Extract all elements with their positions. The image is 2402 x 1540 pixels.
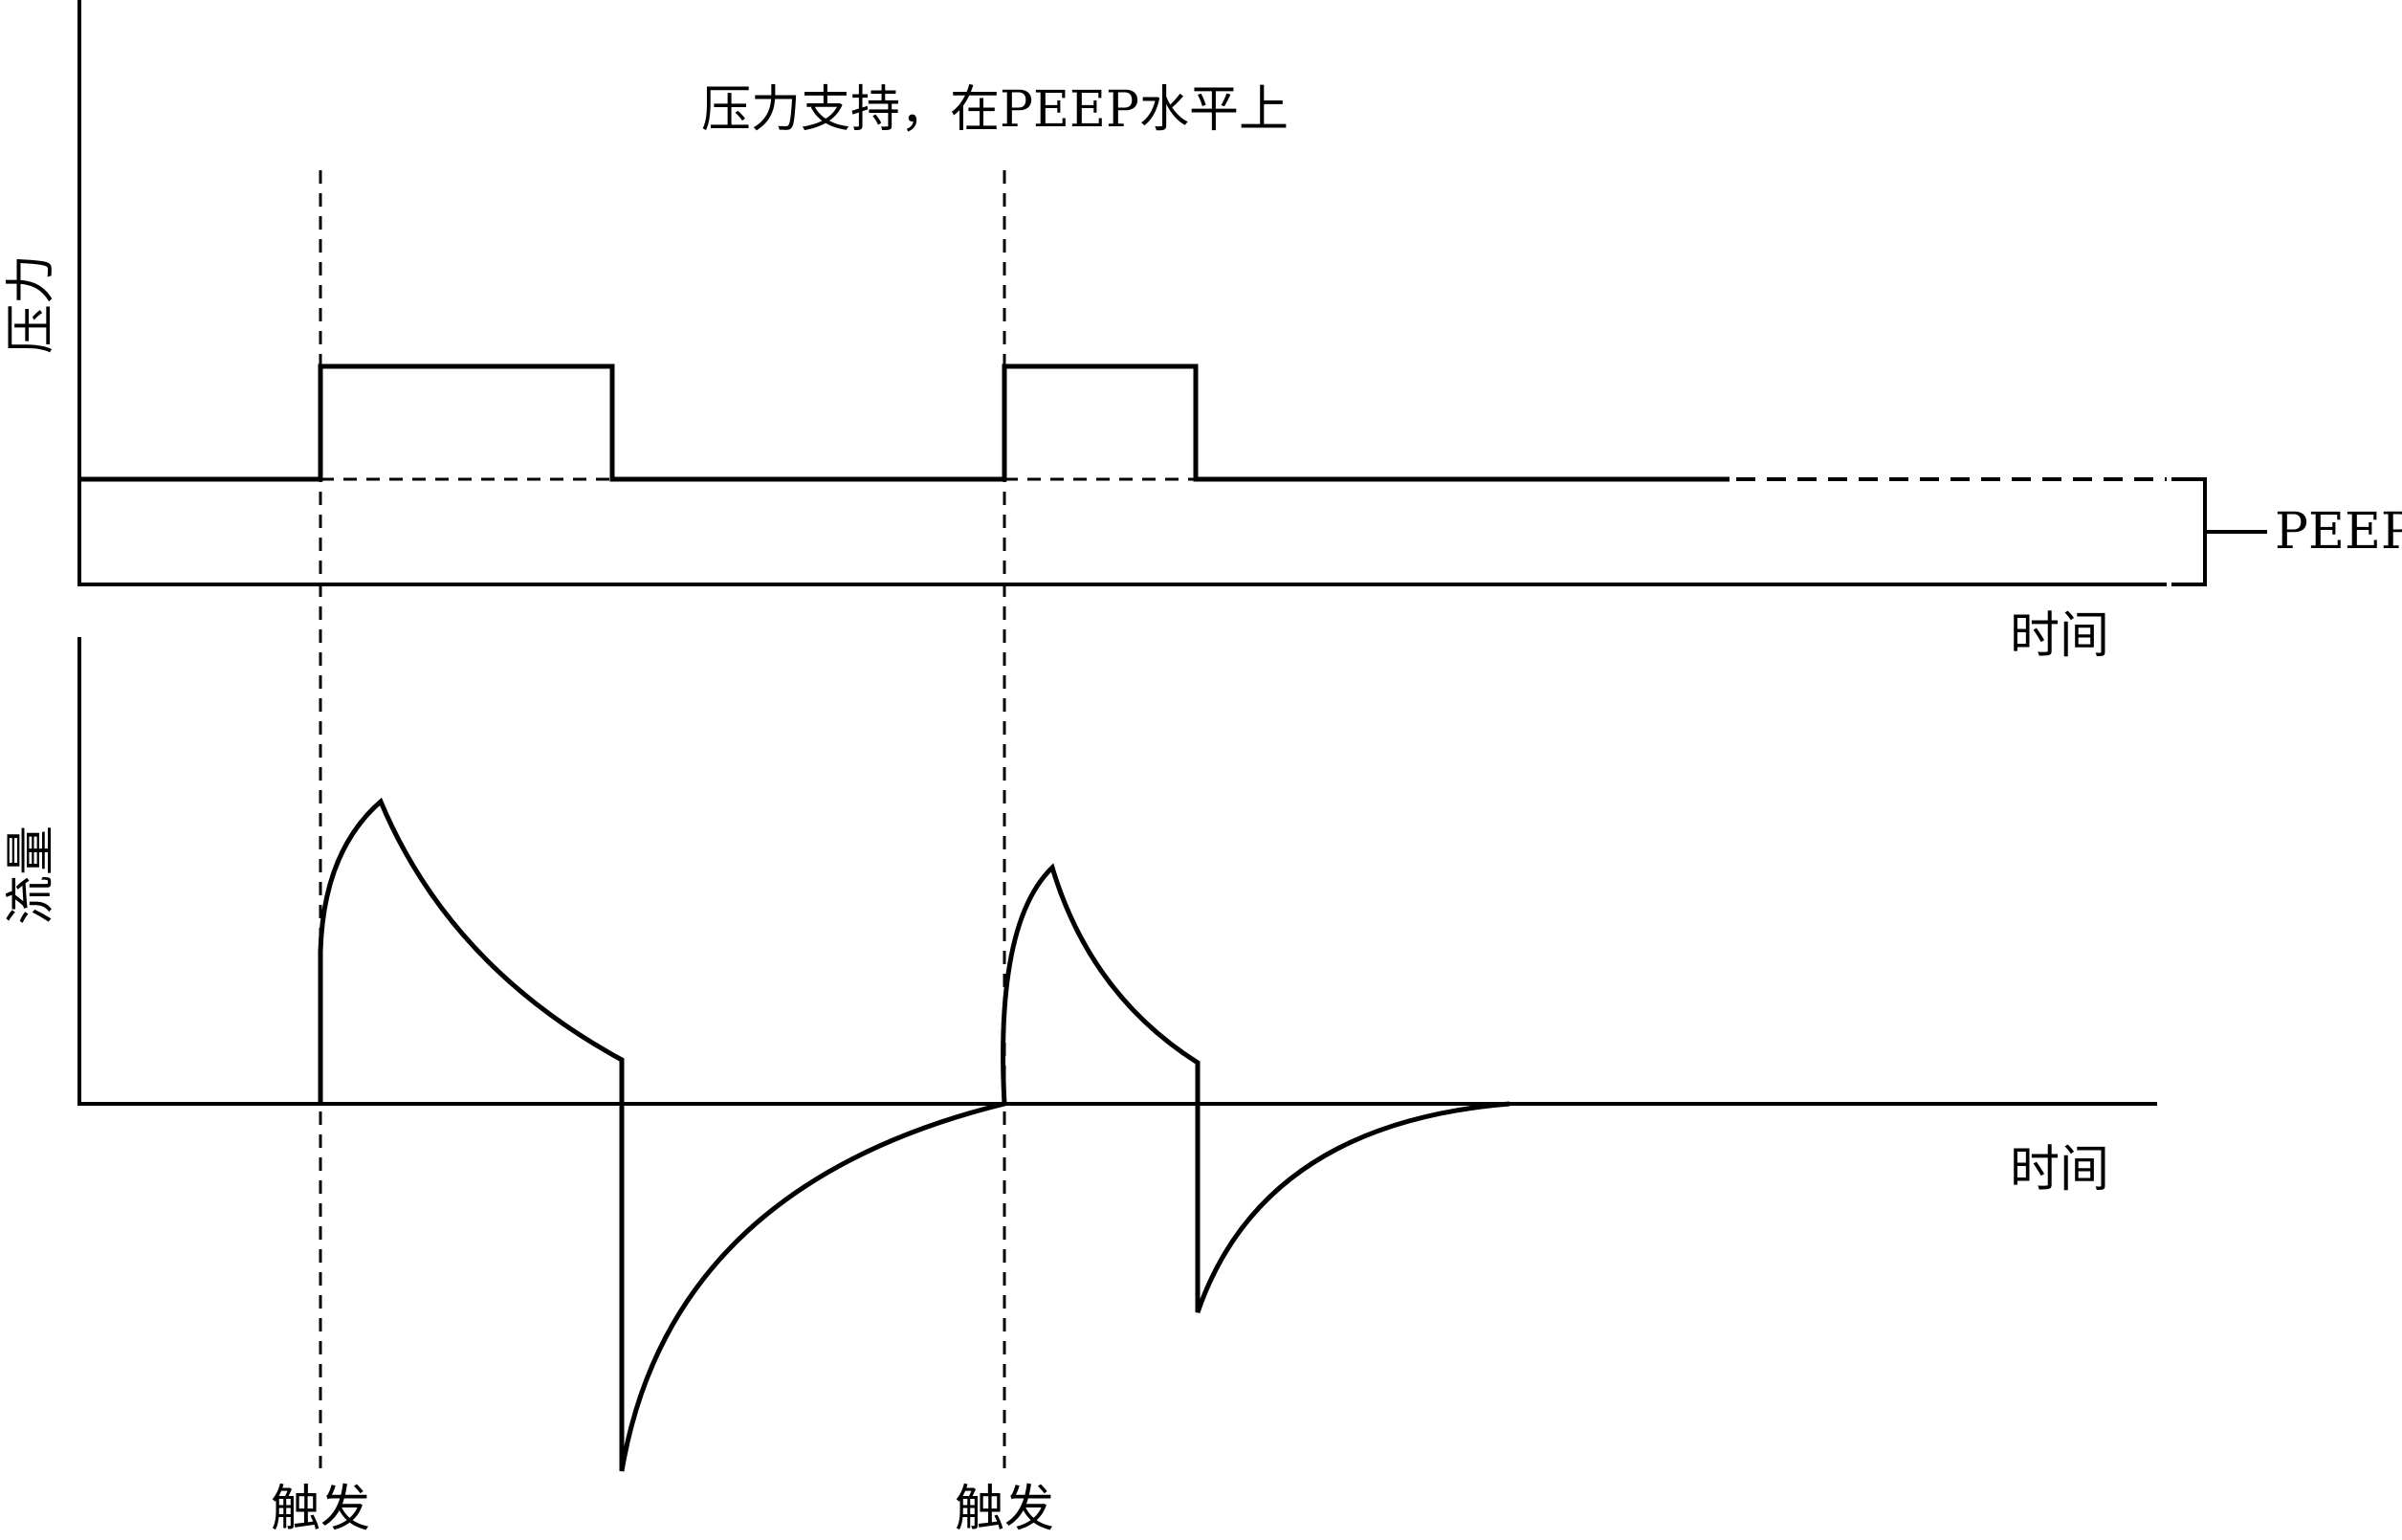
pressure-y-label: 压力 (3, 254, 60, 354)
pressure-x-label: 时间 (2010, 607, 2109, 665)
flow-waveform (318, 797, 1510, 1472)
peep-bracket (2171, 477, 2207, 586)
trigger-label-1: 触发 (271, 1481, 370, 1538)
flow-panel: 流量 时间 (3, 637, 2157, 1472)
trigger-label-2: 触发 (955, 1481, 1054, 1538)
diagram-title: 压力支持，在PEEP水平上 (701, 81, 1289, 139)
pressure-waveform (79, 363, 1730, 482)
trigger-markers: 触发 触发 (271, 170, 1054, 1538)
flow-x-label: 时间 (2010, 1141, 2109, 1199)
flow-y-label: 流量 (3, 825, 60, 925)
peep-label: PEEP (2275, 503, 2402, 561)
